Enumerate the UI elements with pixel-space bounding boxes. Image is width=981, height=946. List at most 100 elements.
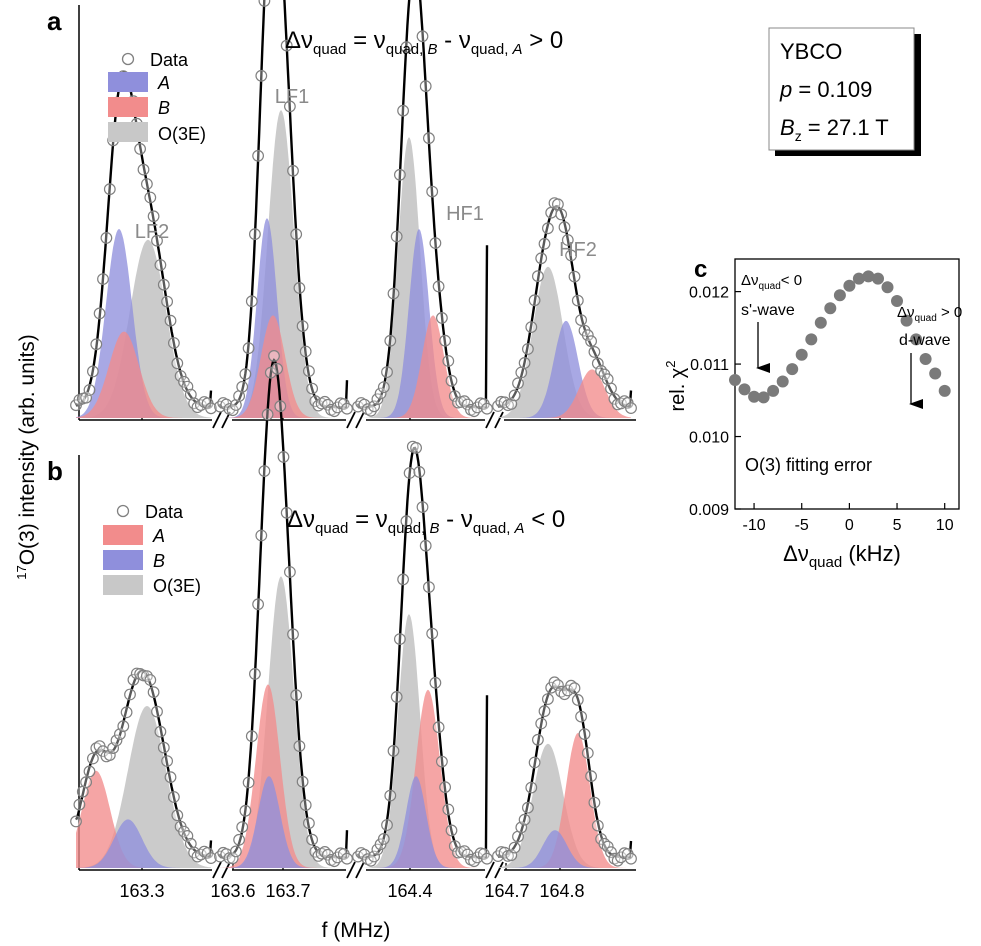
data-point (164, 771, 177, 784)
component-a-hf1 (358, 689, 487, 868)
component-a-lf1 (220, 684, 347, 868)
chi2-point (852, 272, 865, 285)
data-point (287, 164, 299, 177)
component-b-lf1 (220, 776, 347, 868)
data-point (532, 270, 544, 283)
data-point (167, 337, 180, 349)
data-point (264, 366, 277, 379)
component-a-hf1 (358, 229, 487, 418)
data-point (384, 334, 397, 347)
data-point (341, 852, 353, 865)
panel-b-spectra (70, 350, 637, 868)
data-point (515, 366, 528, 379)
data-point (236, 821, 249, 833)
data-point (117, 720, 130, 733)
legend-data-marker (116, 504, 130, 518)
data-point (90, 338, 103, 351)
panel-c-ytick-label: 0.011 (690, 357, 729, 374)
data-point (274, 400, 287, 413)
data-point (164, 314, 177, 327)
data-point (245, 295, 258, 308)
chi2-point (729, 374, 741, 386)
data-point (144, 674, 157, 686)
data-point (522, 801, 534, 814)
data-point (390, 691, 403, 703)
data-point (419, 539, 432, 552)
chi2-point (786, 363, 799, 376)
data-point (93, 307, 106, 320)
data-point (293, 740, 306, 752)
annot-s-wave: s'-wave (741, 302, 795, 319)
data-point (575, 314, 587, 327)
data-point (528, 756, 541, 769)
data-point (432, 280, 445, 293)
panel-c-xtick-label: 10 (936, 517, 954, 534)
data-point (258, 465, 271, 478)
data-point (261, 408, 274, 421)
data-point (290, 689, 303, 702)
component-o3e-lf1 (220, 110, 347, 419)
svg-text:rel. χ2: rel. χ2 (663, 360, 689, 411)
data-point (481, 402, 493, 415)
x-tick-label: 163.3 (119, 881, 164, 901)
chi2-point (872, 272, 884, 285)
peak-label-hf2: HF2 (559, 239, 597, 261)
info-sample: YBCO (780, 39, 842, 64)
data-point (525, 321, 538, 334)
component-o3e-lf1 (220, 576, 347, 868)
peak-label-lf1: LF1 (275, 86, 309, 108)
data-point (413, 466, 426, 478)
panel-c-ylabel: rel. χ2 (663, 360, 689, 411)
component-b-lf2 (76, 819, 211, 868)
info-box: YBCO p = 0.109 Bz = 27.1 T (768, 27, 921, 156)
data-point (226, 852, 239, 865)
data-point (73, 798, 86, 811)
data-point (205, 852, 217, 864)
data-point (538, 705, 551, 718)
panel-a-equation: Δνquad = νquad, B - νquad, A > 0 (285, 27, 563, 58)
data-point (299, 799, 312, 811)
data-point (512, 377, 524, 390)
data-point (381, 819, 393, 831)
panel-c-ytick-label: 0.010 (689, 430, 729, 447)
data-point (239, 804, 252, 817)
data-point (236, 380, 249, 393)
legend-label: Data (150, 50, 189, 70)
component-a-lf2 (76, 770, 211, 868)
data-point (601, 840, 614, 853)
data-point (368, 400, 381, 413)
data-point (625, 852, 637, 865)
info-field: Bz = 27.1 T (780, 115, 889, 144)
data-point (429, 237, 442, 250)
data-point (426, 627, 439, 640)
data-point (134, 142, 147, 155)
data-point (387, 287, 400, 300)
data-point (585, 335, 597, 348)
data-point (528, 294, 541, 307)
data-point (287, 628, 299, 641)
x-tick-label: 164.7 (484, 881, 529, 901)
panel-a-spectra (70, 0, 637, 419)
data-point (400, 515, 413, 528)
data-point (70, 815, 82, 828)
data-point (371, 393, 384, 406)
data-point (296, 320, 309, 333)
data-point (341, 402, 353, 415)
data-point (552, 679, 564, 691)
data-point (381, 366, 393, 379)
component-b-hf1 (358, 776, 487, 868)
data-point (625, 402, 637, 415)
data-point (83, 765, 96, 778)
legend-swatch-o3e (103, 575, 143, 595)
data-point (384, 789, 397, 802)
data-point (151, 705, 163, 718)
fit-curve-hf2 (496, 204, 633, 408)
data-point (426, 185, 439, 198)
chi2-point (748, 390, 761, 403)
chi2-point (910, 333, 923, 346)
data-point (161, 295, 174, 308)
data-point (377, 381, 390, 394)
data-point (400, 41, 413, 54)
chi2-point (929, 367, 942, 380)
legend-label: B (153, 551, 165, 571)
